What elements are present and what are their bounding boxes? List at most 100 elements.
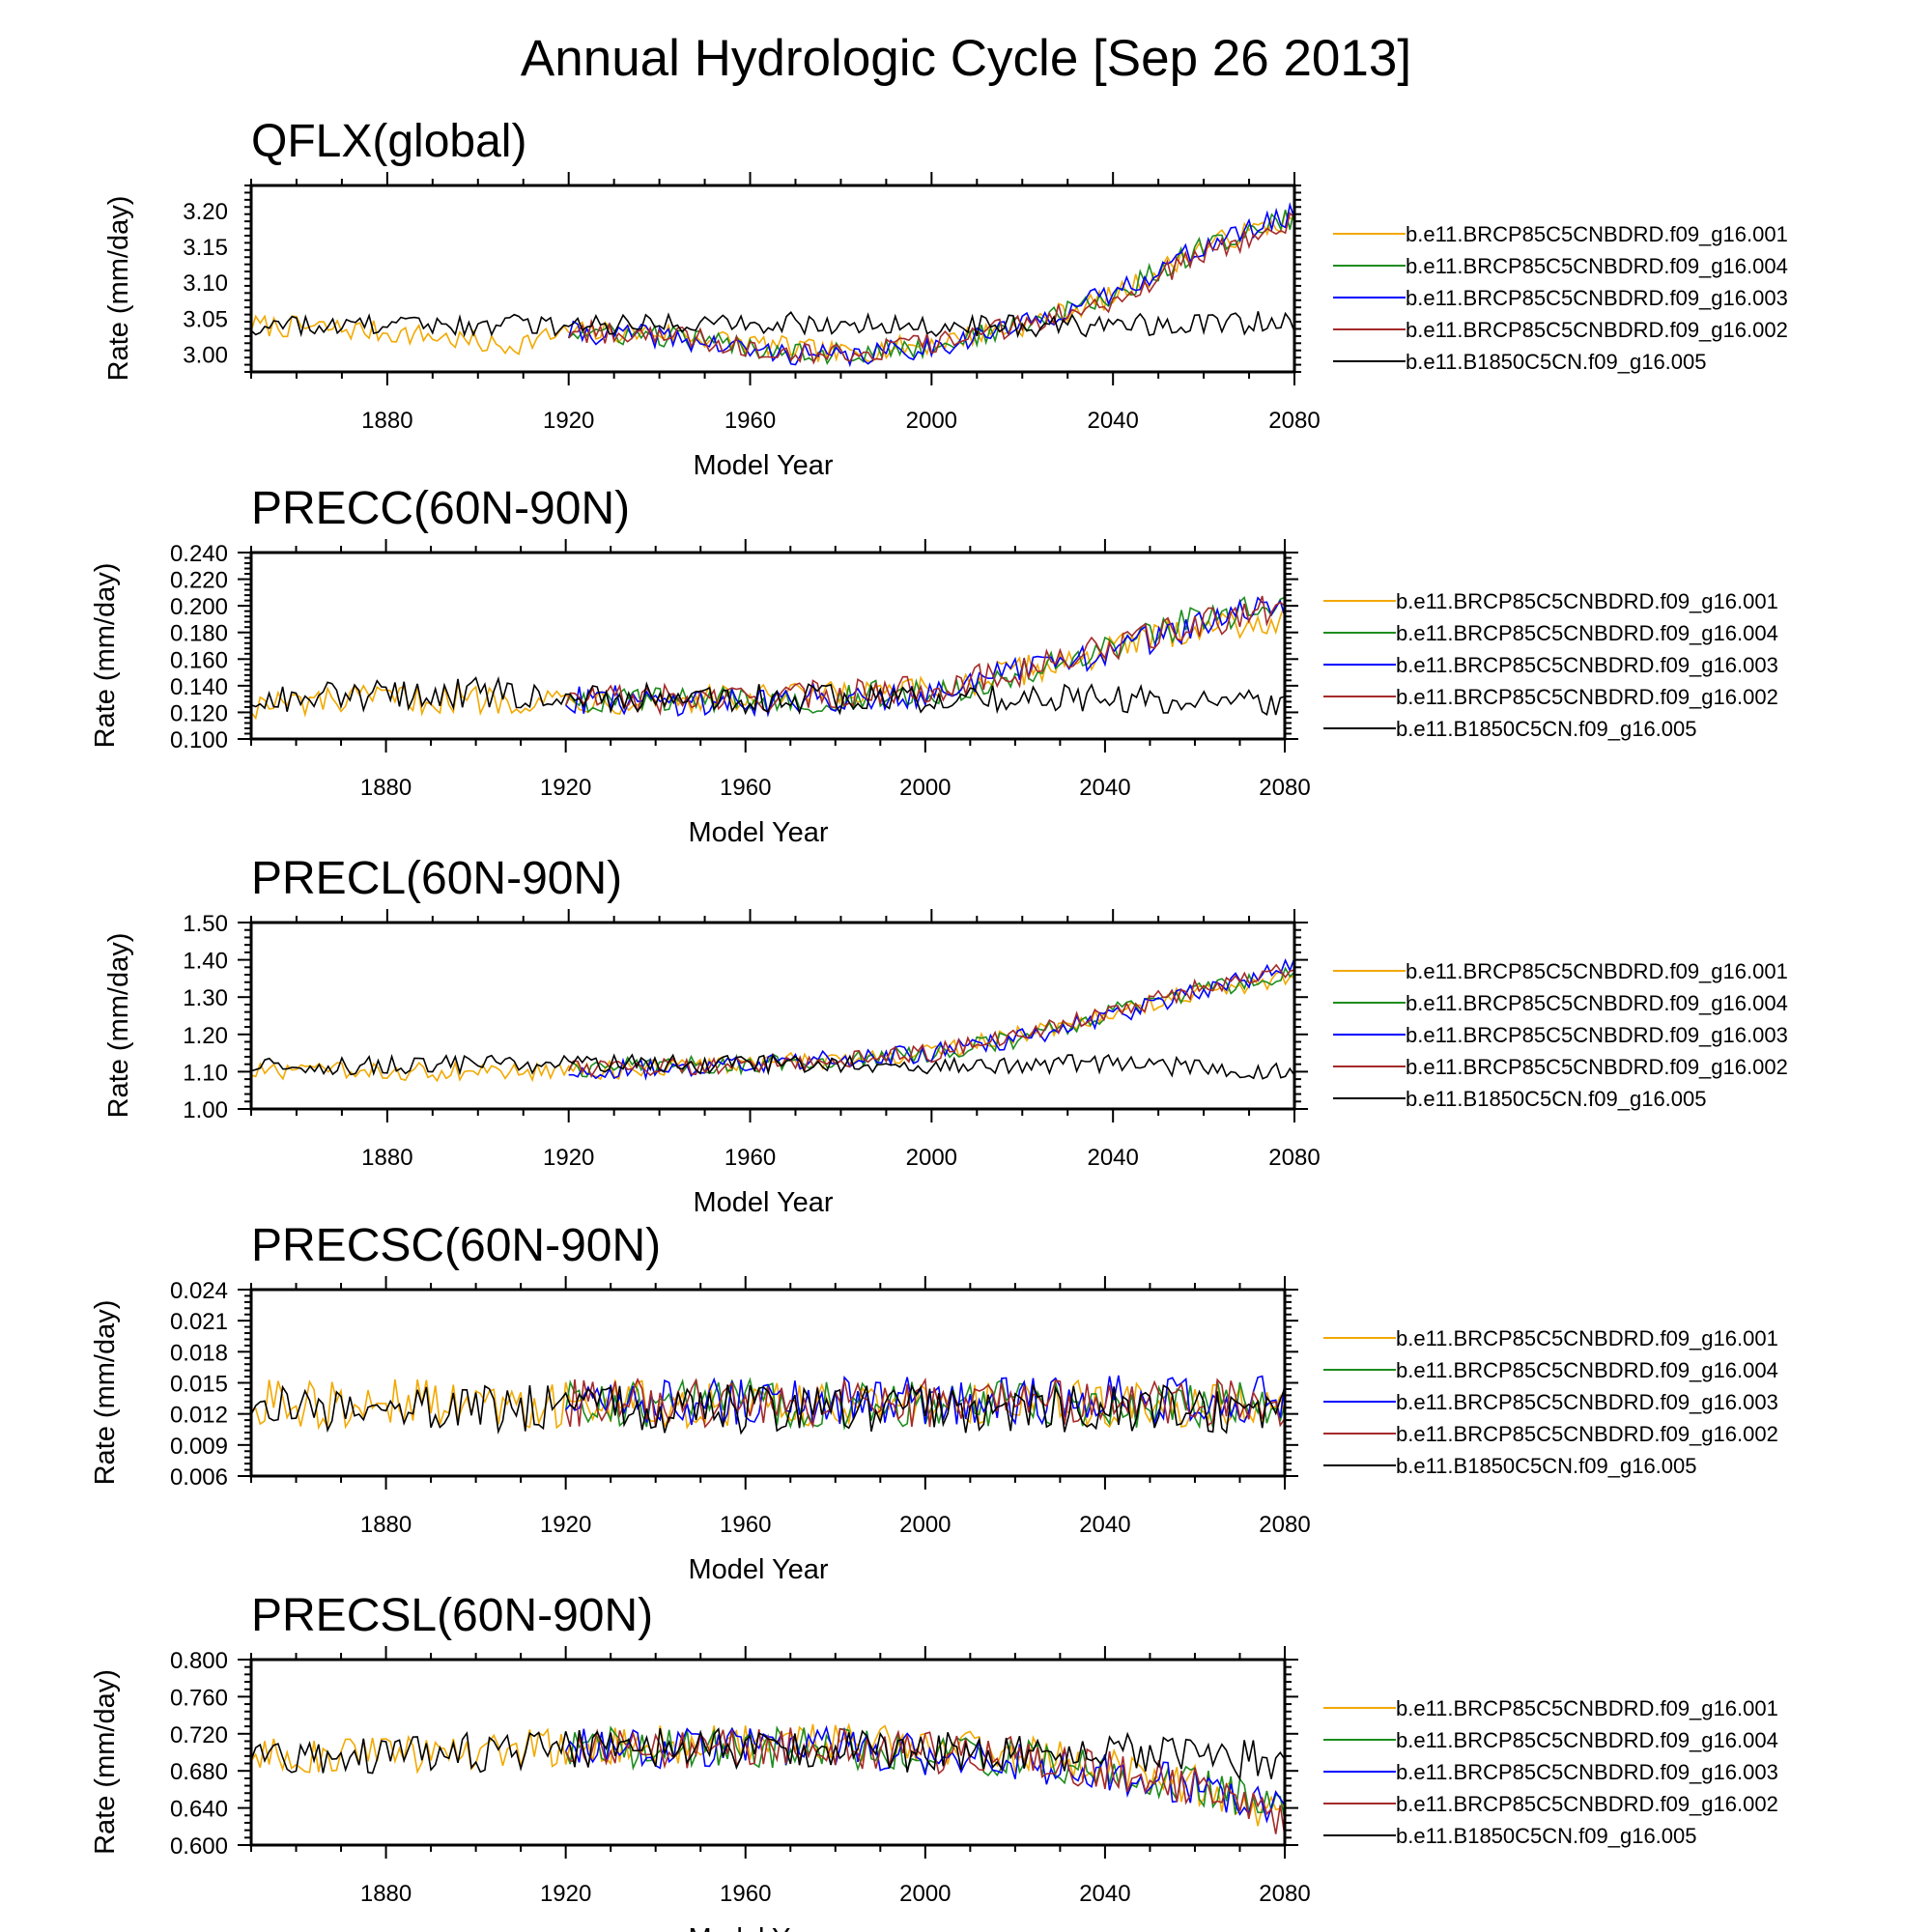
x-tick-label: 2000 [899, 1512, 951, 1538]
y-tick-label: 0.012 [170, 1403, 228, 1429]
legend-entry: b.e11.B1850C5CN.f09_g16.005 [1406, 1087, 1707, 1111]
y-tick-label: 1.50 [183, 911, 228, 937]
x-axis-label: Model Year [688, 817, 828, 848]
legend-entry: b.e11.BRCP85C5CNBDRD.f09_g16.004 [1396, 621, 1778, 645]
y-tick-label: 1.30 [183, 985, 228, 1011]
y-tick-label: 0.100 [170, 727, 228, 753]
x-tick-label: 2080 [1259, 1512, 1310, 1538]
y-tick-label: 0.140 [170, 674, 228, 700]
panel-title: PRECC(60N-90N) [251, 483, 630, 534]
y-axis-label: Rate (mm/day) [103, 933, 134, 1119]
legend-entry: b.e11.BRCP85C5CNBDRD.f09_g16.003 [1396, 1760, 1778, 1784]
legend-entry: b.e11.BRCP85C5CNBDRD.f09_g16.004 [1406, 254, 1788, 278]
x-tick-label: 2080 [1268, 1145, 1320, 1171]
y-tick-label: 0.015 [170, 1372, 228, 1398]
legend-entry: b.e11.BRCP85C5CNBDRD.f09_g16.001 [1406, 959, 1788, 983]
legend-entry: b.e11.BRCP85C5CNBDRD.f09_g16.004 [1396, 1358, 1778, 1382]
y-tick-label: 3.05 [183, 306, 228, 332]
y-tick-label: 0.018 [170, 1340, 228, 1366]
figure-title: Annual Hydrologic Cycle [Sep 26 2013] [521, 30, 1411, 87]
chart-panel: QFLX(global) 1880 1920 1960 2000 2040 2080 3.00… [103, 116, 1788, 481]
legend-entry: b.e11.BRCP85C5CNBDRD.f09_g16.003 [1396, 1390, 1778, 1414]
series-line [250, 1727, 1286, 1781]
x-tick-label: 2040 [1087, 408, 1138, 434]
x-tick-label: 1920 [540, 1881, 591, 1907]
legend-entry: b.e11.BRCP85C5CNBDRD.f09_g16.001 [1396, 1326, 1778, 1350]
plot-frame [249, 551, 1287, 741]
x-axis-label: Model Year [688, 1554, 828, 1585]
legend-entry: b.e11.BRCP85C5CNBDRD.f09_g16.001 [1396, 589, 1778, 613]
legend-entry: b.e11.B1850C5CN.f09_g16.005 [1406, 350, 1707, 374]
y-axis-label: Rate (mm/day) [103, 196, 134, 382]
legend-entry: b.e11.BRCP85C5CNBDRD.f09_g16.003 [1406, 286, 1788, 310]
y-tick-label: 3.20 [183, 199, 228, 225]
y-tick-label: 0.240 [170, 541, 228, 567]
series-line [568, 212, 1295, 365]
legend-entry: b.e11.BRCP85C5CNBDRD.f09_g16.004 [1406, 991, 1788, 1015]
x-tick-label: 1920 [543, 408, 594, 434]
x-axis-label: Model Year [693, 1187, 833, 1218]
x-axis-label: Model Year [693, 450, 833, 481]
series-line [565, 596, 1286, 718]
x-tick-label: 2000 [906, 408, 957, 434]
legend-entry: b.e11.BRCP85C5CNBDRD.f09_g16.001 [1396, 1696, 1778, 1720]
series-line [250, 1053, 1295, 1080]
x-tick-label: 1960 [720, 775, 771, 801]
legend-entry: b.e11.BRCP85C5CNBDRD.f09_g16.002 [1406, 1055, 1788, 1079]
legend-entry: b.e11.BRCP85C5CNBDRD.f09_g16.002 [1406, 318, 1788, 342]
series-line [567, 201, 1295, 368]
x-tick-label: 1920 [540, 1512, 591, 1538]
y-tick-label: 3.10 [183, 270, 228, 297]
x-tick-label: 1960 [724, 408, 776, 434]
y-tick-label: 0.200 [170, 594, 228, 620]
chart-panel: PRECC(60N-90N) 1880 1920 1960 2000 2040 2080 0.… [90, 483, 1778, 848]
chart-panel: PRECL(60N-90N) 1880 1920 1960 2000 2040 2080 1.… [103, 853, 1788, 1218]
y-tick-label: 3.15 [183, 235, 228, 261]
x-tick-label: 1920 [540, 775, 591, 801]
series-line [564, 595, 1286, 717]
series-line [250, 675, 1286, 716]
series-line [564, 1724, 1286, 1824]
legend-entry: b.e11.BRCP85C5CNBDRD.f09_g16.004 [1396, 1728, 1778, 1752]
legend-entry: b.e11.BRCP85C5CNBDRD.f09_g16.002 [1396, 685, 1778, 709]
x-tick-label: 1880 [361, 408, 412, 434]
y-tick-label: 0.021 [170, 1309, 228, 1335]
x-tick-label: 2080 [1268, 408, 1320, 434]
y-tick-label: 0.006 [170, 1464, 228, 1491]
series-line [250, 1383, 1286, 1435]
series-line [250, 311, 1295, 339]
series-line [564, 1377, 1286, 1429]
x-tick-label: 1880 [360, 1512, 412, 1538]
y-tick-label: 0.120 [170, 700, 228, 726]
y-axis-label: Rate (mm/day) [90, 1300, 121, 1486]
y-tick-label: 1.10 [183, 1060, 228, 1086]
x-tick-label: 2080 [1259, 1881, 1310, 1907]
legend-entry: b.e11.BRCP85C5CNBDRD.f09_g16.003 [1406, 1023, 1788, 1047]
y-tick-label: 1.00 [183, 1097, 228, 1123]
legend-entry: b.e11.BRCP85C5CNBDRD.f09_g16.002 [1396, 1792, 1778, 1816]
legend-entry: b.e11.BRCP85C5CNBDRD.f09_g16.003 [1396, 653, 1778, 677]
y-tick-label: 0.680 [170, 1759, 228, 1785]
series-line [250, 604, 1286, 721]
y-tick-label: 0.220 [170, 568, 228, 594]
panel-title: QFLX(global) [251, 116, 526, 167]
panel-title: PRECL(60N-90N) [251, 853, 622, 904]
chart-panel: PRECSL(60N-90N) 1880 1920 1960 2000 2040 2080 0… [90, 1590, 1778, 1932]
x-tick-label: 1960 [720, 1512, 771, 1538]
y-tick-label: 0.600 [170, 1833, 228, 1860]
y-tick-label: 0.800 [170, 1648, 228, 1674]
y-tick-label: 1.20 [183, 1023, 228, 1049]
x-tick-label: 2040 [1079, 1512, 1130, 1538]
legend-entry: b.e11.B1850C5CN.f09_g16.005 [1396, 1454, 1697, 1478]
x-tick-label: 1880 [361, 1145, 412, 1171]
plot-frame [249, 1658, 1287, 1847]
y-tick-label: 0.160 [170, 647, 228, 673]
chart-panel: PRECSC(60N-90N) 1880 1920 1960 2000 2040 2080 0… [90, 1220, 1778, 1585]
legend-entry: b.e11.BRCP85C5CNBDRD.f09_g16.002 [1396, 1422, 1778, 1446]
y-tick-label: 0.760 [170, 1685, 228, 1711]
plot-frame [249, 1288, 1287, 1478]
legend-entry: b.e11.BRCP85C5CNBDRD.f09_g16.001 [1406, 222, 1788, 246]
panel-title: PRECSC(60N-90N) [251, 1220, 661, 1271]
y-axis-label: Rate (mm/day) [90, 1669, 121, 1855]
